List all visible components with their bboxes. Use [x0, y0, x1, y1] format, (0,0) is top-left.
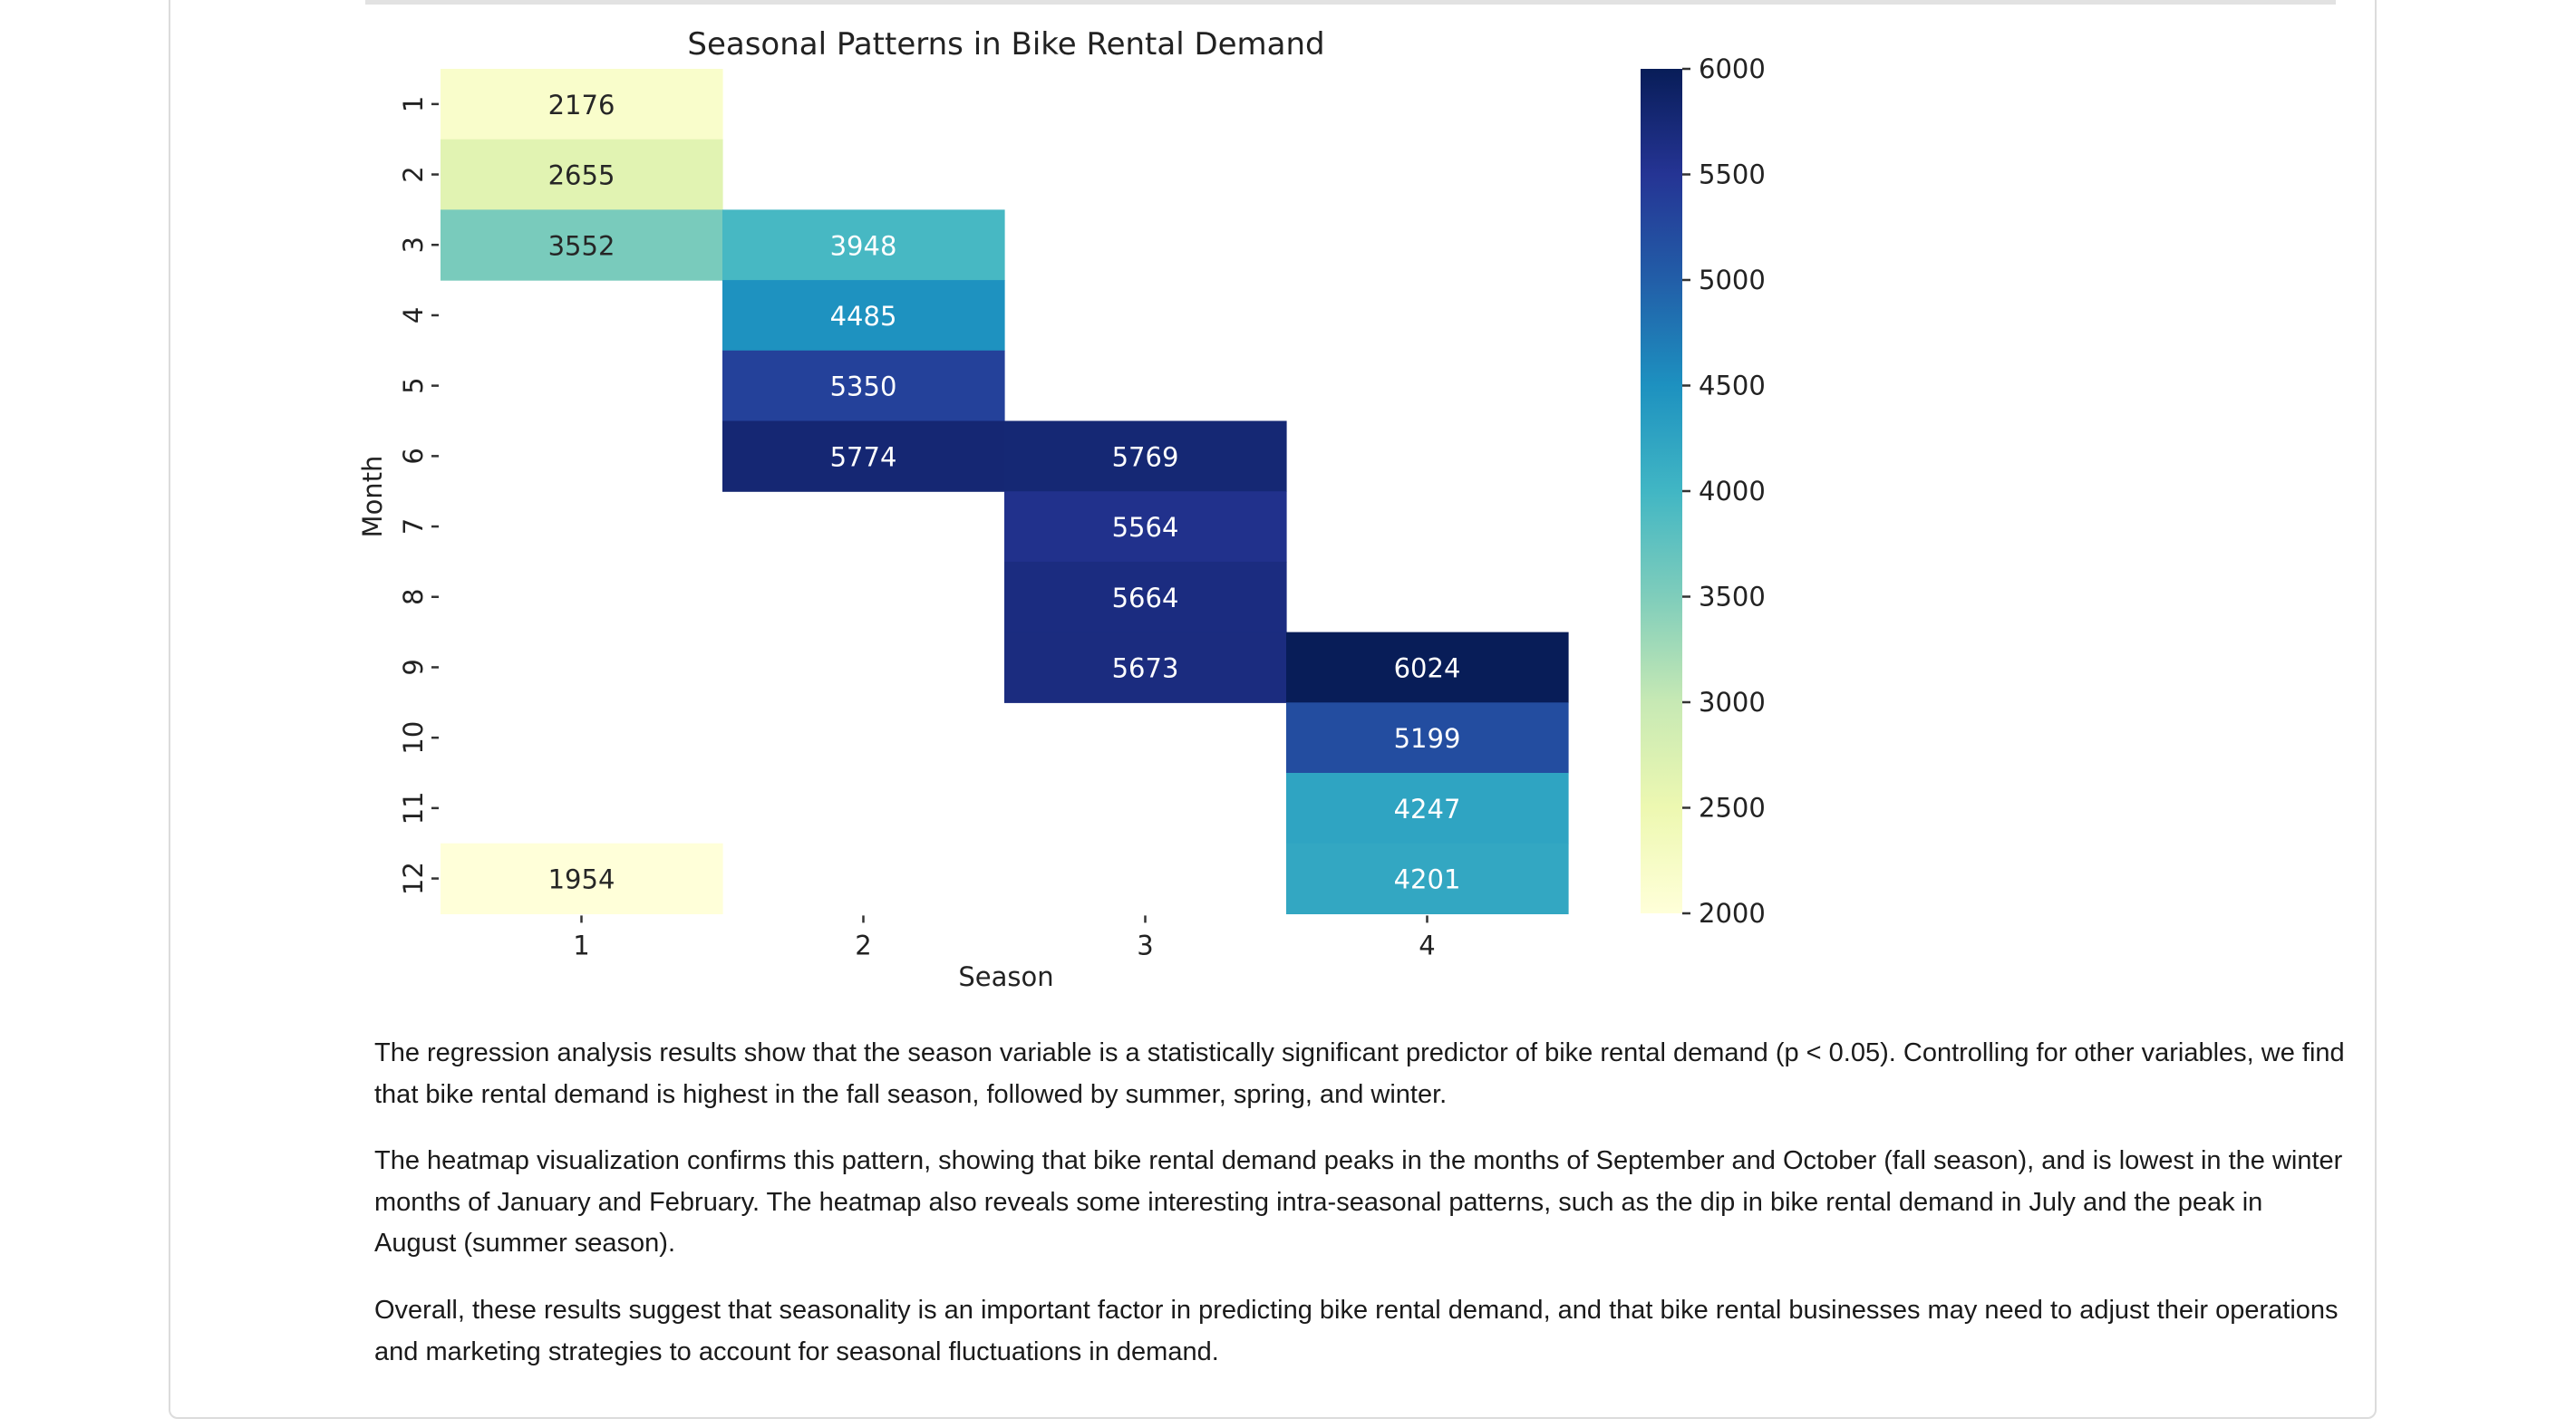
- x-tick-label: 2: [855, 930, 871, 960]
- cell-value-label: 4485: [830, 301, 897, 332]
- heatmap-cell: [441, 139, 723, 210]
- heatmap-cell: [441, 69, 723, 140]
- heatmap-cell: [722, 280, 1005, 352]
- cell-value-label: 2655: [548, 160, 615, 191]
- cell-value-label: 3948: [830, 230, 897, 261]
- cell-value-label: 4247: [1394, 794, 1461, 825]
- colorbar-tick-label: 3000: [1699, 687, 1766, 718]
- y-tick-label: 11: [398, 791, 429, 825]
- y-tick-label: 7: [398, 518, 429, 535]
- heatmap-cell: [722, 420, 1005, 492]
- colorbar-tick-label: 5500: [1699, 159, 1766, 190]
- x-axis-label: Season: [958, 961, 1053, 992]
- y-tick-label: 9: [398, 659, 429, 675]
- cell-value-label: 5564: [1112, 512, 1179, 543]
- heatmap-cell: [1004, 491, 1287, 563]
- colorbar-tick-label: 4000: [1699, 476, 1766, 507]
- colorbar: [1641, 69, 1682, 913]
- heatmap-cell: [722, 209, 1005, 281]
- heatmap-cell: [1286, 702, 1569, 774]
- x-tick-label: 1: [573, 930, 589, 960]
- heatmap-cell: [1286, 773, 1569, 844]
- cell-value-label: 5664: [1112, 583, 1179, 613]
- colorbar-tick-label: 2500: [1699, 793, 1766, 824]
- y-tick-label: 5: [398, 377, 429, 393]
- heatmap-chart: Seasonal Patterns in Bike Rental Demand …: [357, 26, 1766, 992]
- heatmap-cell: [441, 209, 723, 281]
- heatmap-cell: [1004, 420, 1287, 492]
- y-tick-label: 6: [398, 448, 429, 464]
- y-tick-label: 10: [398, 721, 429, 755]
- y-tick-label: 12: [398, 862, 429, 895]
- x-tick-label: 3: [1137, 930, 1153, 960]
- heatmap-cell: [1004, 632, 1287, 703]
- colorbar-tick-label: 2000: [1699, 898, 1766, 929]
- colorbar-tick-label: 4500: [1699, 371, 1766, 401]
- y-tick-label: 1: [398, 96, 429, 112]
- cell-value-label: 4201: [1394, 864, 1461, 895]
- y-tick-label: 2: [398, 166, 429, 182]
- y-axis-label: Month: [357, 456, 388, 538]
- colorbar-tick-label: 3500: [1699, 582, 1766, 613]
- colorbar-tick-label: 5000: [1699, 265, 1766, 295]
- y-tick-label: 3: [398, 236, 429, 253]
- top-divider: [365, 0, 2336, 5]
- cell-value-label: 2176: [548, 90, 615, 121]
- heatmap-cell: [722, 350, 1005, 422]
- cell-value-label: 1954: [548, 864, 615, 895]
- cell-value-label: 5774: [830, 441, 897, 472]
- cell-value-label: 5673: [1112, 652, 1179, 683]
- cell-value-label: 5199: [1394, 723, 1461, 754]
- x-tick-label: 4: [1419, 930, 1435, 960]
- colorbar-tick-label: 6000: [1699, 53, 1766, 84]
- heatmap-cell: [441, 843, 723, 914]
- paragraph-regression: The regression analysis results show tha…: [374, 1038, 2345, 1109]
- heatmap-cell: [1004, 561, 1287, 633]
- paragraph-conclusion: Overall, these results suggest that seas…: [374, 1296, 2339, 1366]
- y-tick-label: 8: [398, 589, 429, 605]
- cell-value-label: 5769: [1112, 441, 1179, 472]
- chart-title: Seasonal Patterns in Bike Rental Demand: [687, 26, 1324, 63]
- cell-value-label: 6024: [1394, 652, 1461, 683]
- y-tick-label: 4: [398, 307, 429, 323]
- paragraph-heatmap: The heatmap visualization confirms this …: [374, 1146, 2343, 1258]
- heatmap-cell: [1286, 632, 1569, 703]
- heatmap-cell: [1286, 843, 1569, 914]
- cell-value-label: 5350: [830, 371, 897, 402]
- cell-value-label: 3552: [548, 230, 615, 261]
